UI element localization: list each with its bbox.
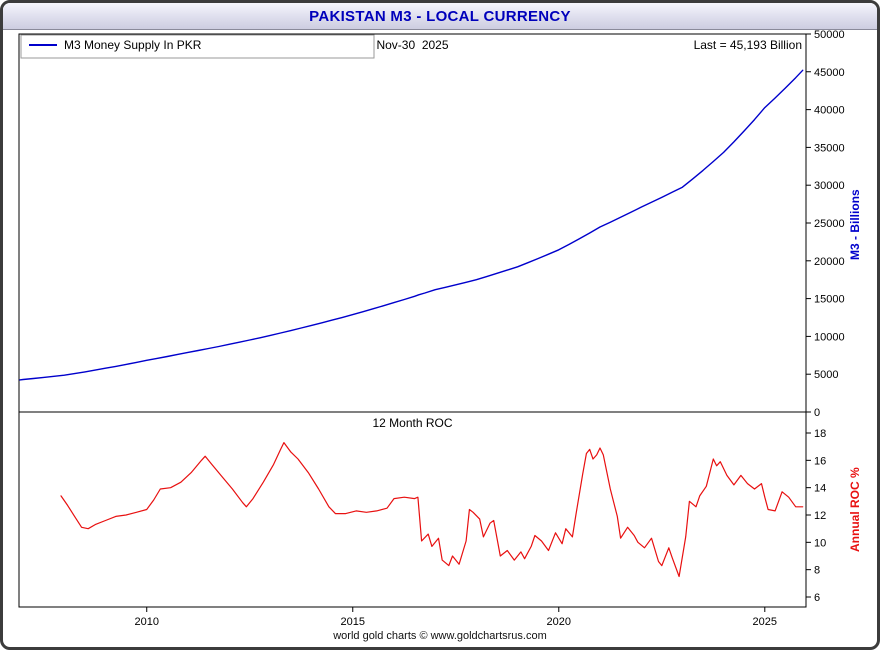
m3-axis-tick-label: 20000 [814,256,845,268]
m3-axis-title: M3 - Billions [848,189,862,260]
roc-axis-tick-label: 8 [814,565,820,577]
m3-axis-tick-label: 45000 [814,67,845,79]
plot-area: 0 5000 10000 15000 20000 25000 30000 35000 40000… [3,30,877,647]
last-value-label: Last = 45,193 Billion [693,38,802,52]
legend-label: M3 Money Supply In PKR [64,38,202,52]
roc-axis-title: Annual ROC % [848,467,862,552]
m3-axis-tick-label: 40000 [814,105,845,117]
m3-line-swatch [29,44,57,46]
roc-axis-tick-label: 16 [814,455,826,467]
m3-axis-tick-label: 50000 [814,30,845,41]
x-axis-tick-label: 2020 [547,616,571,628]
page-title: PAKISTAN M3 - LOCAL CURRENCY [309,7,571,25]
footer-credit: world gold charts © www.goldchartsrus.co… [333,630,547,642]
title-bar: PAKISTAN M3 - LOCAL CURRENCY [3,3,877,30]
plot-border [18,33,807,608]
chart-canvas: 0 5000 10000 15000 20000 25000 30000 35000 40000… [18,30,845,628]
m3-axis-tick-label: 25000 [814,218,845,230]
m3-series-line [19,69,804,381]
m3-axis-tick-label: 5000 [814,369,838,381]
roc-axis-tick-label: 12 [814,510,826,522]
x-axis-tick-label: 2015 [341,616,365,628]
date-label: Nov-30 2025 [376,38,449,52]
x-axis-tick-label: 2010 [134,616,158,628]
m3-axis-tick-label: 15000 [814,294,845,306]
roc-panel-title: 12 Month ROC [372,416,453,430]
roc-axis-tick-label: 10 [814,537,826,549]
m3-axis-tick-label: 10000 [814,331,845,343]
m3-axis-tick-label: 35000 [814,142,845,154]
legend: M3 Money Supply In PKR [29,38,201,52]
x-axis-tick-label: 2025 [753,616,777,628]
m3-axis-tick-label: 0 [814,407,820,419]
roc-axis-tick-label: 18 [814,428,826,440]
roc-axis-tick-label: 14 [814,483,826,495]
roc-axis-tick-label: 6 [814,592,820,604]
legend-box [20,34,375,59]
roc-series-line [60,442,804,578]
m3-axis-tick-label: 30000 [814,180,845,192]
